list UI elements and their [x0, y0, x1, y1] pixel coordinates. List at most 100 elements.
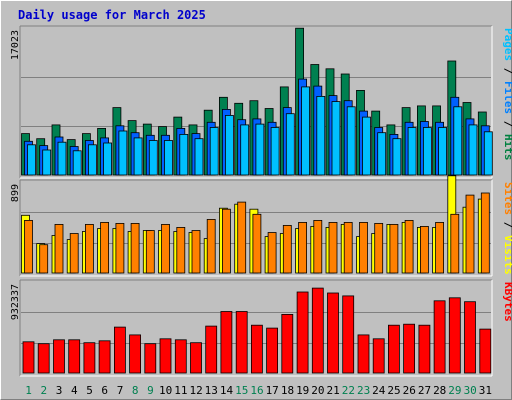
legend-entry: Visits: [502, 235, 512, 275]
bar-kbytes-day-21: [327, 292, 339, 374]
panel-visits-sites: 899 Sites / Visits: [10, 175, 512, 277]
bar-kbytes-day-12: [190, 342, 202, 374]
bar-kbytes-day-7: [114, 326, 126, 374]
x-tick-label: 20: [311, 384, 324, 397]
bar-pages-day-26: [407, 127, 417, 176]
bar-pages-day-16: [255, 123, 265, 176]
bar-sites-day-3: [54, 223, 64, 274]
legend-entry: Files: [502, 81, 512, 114]
bar-kbytes-day-10: [159, 338, 172, 374]
bar-kbytes-day-13: [205, 325, 218, 374]
x-tick-label: 15: [235, 384, 248, 397]
bar-sites-day-9: [145, 230, 155, 274]
legend-entry: Pages: [502, 28, 512, 61]
bar-kbytes-day-31: [479, 328, 492, 374]
bar-sites-day-12: [191, 230, 201, 274]
x-tick-label: 30: [464, 384, 477, 397]
bar-sites-day-25: [389, 223, 399, 274]
x-tick-label: 5: [86, 384, 93, 397]
bar-pages-day-30: [468, 124, 478, 176]
bar-kbytes-day-29: [448, 297, 461, 374]
bar-kbytes-day-22: [342, 295, 355, 374]
x-tick-label: 31: [479, 384, 492, 397]
x-tick-label: 8: [132, 384, 139, 397]
bar-kbytes-day-6: [98, 340, 111, 374]
legend-entry: KBytes: [502, 282, 512, 322]
legend-entry: Sites: [502, 182, 512, 215]
bar-pages-day-9: [148, 140, 158, 176]
bar-kbytes-day-9: [144, 343, 157, 374]
bar-sites-day-21: [328, 221, 338, 274]
x-tick-label: 27: [418, 384, 431, 397]
x-tick-label: 19: [296, 384, 309, 397]
bar-sites-day-1: [24, 219, 33, 274]
bar-sites-day-19: [298, 221, 308, 274]
bar-kbytes-day-14: [220, 311, 233, 374]
bar-pages-day-12: [194, 138, 204, 176]
bar-kbytes-day-5: [83, 342, 96, 374]
x-tick-label: 25: [387, 384, 400, 397]
bar-pages-day-6: [103, 142, 112, 176]
bar-kbytes-day-19: [296, 291, 309, 374]
bar-kbytes-day-24: [372, 338, 385, 374]
bar-sites-day-17: [267, 232, 277, 274]
x-tick-label: 12: [189, 384, 202, 397]
bar-kbytes-day-4: [68, 339, 81, 374]
bar-pages-day-21: [331, 101, 341, 176]
bar-sites-day-13: [206, 218, 216, 274]
bar-pages-day-1: [27, 144, 36, 176]
bar-sites-day-2: [39, 244, 49, 274]
bar-kbytes-day-23: [357, 334, 370, 374]
bar-sites-day-30: [465, 194, 475, 274]
bar-pages-day-10: [164, 140, 173, 176]
bar-pages-day-13: [209, 127, 219, 176]
bar-pages-day-15: [240, 124, 250, 176]
bar-sites-day-24: [374, 222, 384, 274]
bar-pages-day-25: [392, 138, 402, 176]
bar-pages-day-2: [42, 149, 52, 176]
legend-visits-sites: Sites / Visits: [502, 182, 512, 275]
bar-pages-day-28: [438, 127, 448, 176]
bar-pages-day-31: [483, 131, 493, 176]
bar-kbytes-day-18: [281, 313, 294, 374]
bar-sites-day-8: [130, 222, 140, 274]
legend-entry: /: [502, 215, 512, 235]
bar-kbytes-day-30: [464, 301, 476, 374]
bar-kbytes-day-2: [37, 343, 50, 374]
x-tick-label: 28: [433, 384, 446, 397]
x-tick-label: 9: [147, 384, 154, 397]
bar-sites-day-4: [69, 233, 79, 274]
bar-kbytes-day-26: [403, 323, 416, 374]
bar-kbytes-day-11: [174, 339, 187, 374]
x-tick-label: 3: [56, 384, 63, 397]
bar-sites-day-29: [450, 213, 460, 274]
legend-pages-files-hits: Pages / Files / Hits: [502, 28, 512, 161]
x-tick-label: 10: [159, 384, 172, 397]
legend-entry: Hits: [502, 134, 512, 161]
bar-sites-day-20: [313, 219, 323, 274]
x-tick-label: 22: [342, 384, 355, 397]
x-tick-label: 14: [220, 384, 234, 397]
x-tick-label: 2: [40, 384, 47, 397]
bar-sites-day-28: [435, 221, 445, 274]
bar-pages-day-18: [285, 113, 295, 176]
bar-kbytes-day-8: [129, 334, 142, 374]
bar-pages-day-11: [179, 133, 189, 176]
bar-pages-day-17: [270, 127, 280, 176]
bar-sites-day-7: [115, 222, 125, 274]
ymax-label-visits-sites: 899: [10, 184, 21, 202]
bar-kbytes-day-20: [311, 287, 324, 374]
x-tick-label: 1: [25, 384, 32, 397]
bar-sites-day-6: [100, 221, 109, 274]
chart-title: Daily usage for March 2025: [18, 8, 206, 22]
bar-pages-day-22: [346, 106, 356, 176]
bar-kbytes-day-28: [433, 300, 446, 374]
x-tick-label: 26: [403, 384, 416, 397]
bar-sites-day-16: [252, 213, 262, 274]
panel-kbytes: 932337 KBytes: [10, 279, 512, 377]
bar-pages-day-7: [118, 130, 128, 176]
x-tick-label: 7: [117, 384, 124, 397]
bar-pages-day-24: [377, 132, 387, 176]
bar-sites-day-23: [359, 221, 368, 274]
